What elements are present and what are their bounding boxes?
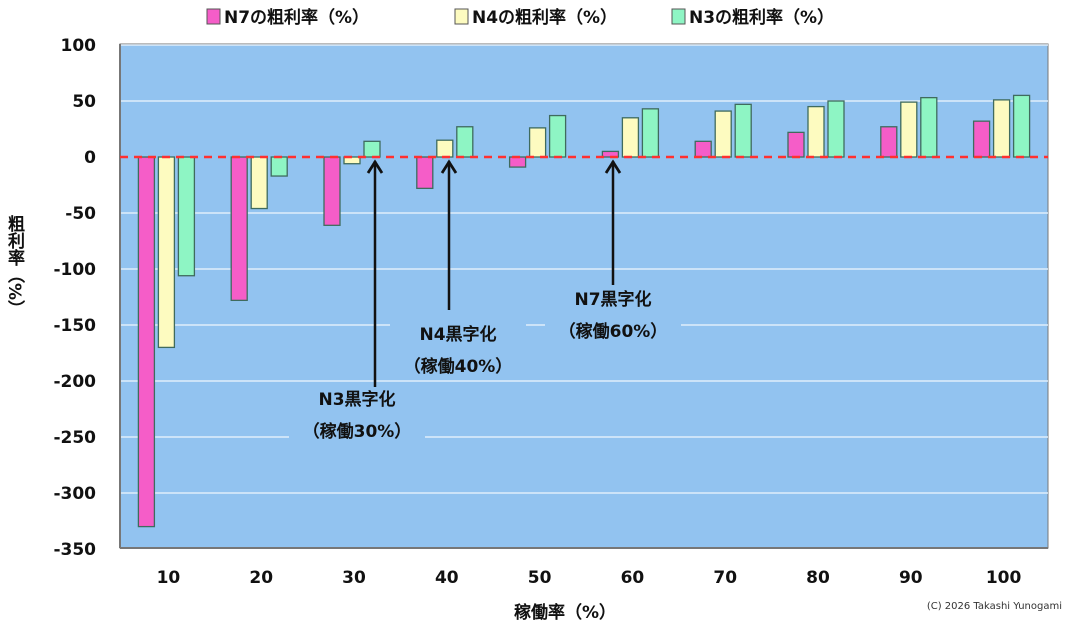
bar-n3-70 — [734, 103, 752, 158]
legend-label: N4の粗利率（%） — [472, 7, 617, 28]
x-tick-label: 30 — [342, 568, 366, 588]
annotation-line2: （稼働30%） — [303, 421, 412, 442]
x-tick-label: 100 — [986, 568, 1022, 588]
bar-n3-50 — [548, 114, 567, 158]
annotation-bg — [289, 387, 425, 445]
y-tick-label: -200 — [53, 372, 96, 392]
x-tick-label: 20 — [249, 568, 273, 588]
x-tick-label: 90 — [899, 568, 923, 588]
arrowhead-icon — [440, 159, 458, 174]
bar-n7-50 — [508, 156, 527, 168]
bar-n3-90 — [920, 96, 938, 158]
y-tick-label: -50 — [65, 204, 96, 224]
annotation-bg — [390, 322, 526, 380]
legend-swatch — [671, 8, 686, 25]
bar-n4-100 — [992, 99, 1011, 158]
bar-n7-100 — [972, 120, 991, 158]
y-axis-label: 粗利率（%） — [4, 214, 25, 317]
bar-n3-10 — [177, 156, 196, 277]
x-tick-label: 50 — [528, 568, 552, 588]
legend-label: N7の粗利率（%） — [224, 7, 369, 28]
bar-n4-80 — [807, 105, 825, 158]
bar-n3-100 — [1012, 94, 1031, 158]
bar-n3-60 — [641, 108, 660, 158]
x-tick-label: 60 — [621, 568, 645, 588]
x-axis-label: 稼働率（%） — [514, 602, 616, 623]
bar-n3-40 — [456, 126, 474, 158]
bar-n7-10 — [137, 156, 156, 528]
x-tick-label: 10 — [157, 568, 181, 588]
bar-n3-80 — [827, 100, 845, 158]
bar-n7-90 — [880, 126, 898, 158]
bar-n7-80 — [787, 131, 805, 158]
legend-swatch — [454, 8, 469, 25]
x-tick-label: 40 — [435, 568, 459, 588]
bar-n4-40 — [436, 139, 454, 158]
legend-swatch — [206, 8, 221, 25]
annotation-bg — [545, 287, 681, 345]
legend-label: N3の粗利率（%） — [689, 7, 834, 28]
y-tick-label: 50 — [72, 92, 96, 112]
copyright: (C) 2026 Takashi Yunogami — [927, 601, 1062, 612]
y-tick-label: 0 — [84, 148, 96, 168]
y-tick-label: -100 — [53, 260, 96, 280]
bar-n7-70 — [694, 140, 712, 158]
arrowhead-icon — [366, 159, 384, 174]
bar-n4-20 — [250, 156, 268, 210]
y-tick-label: -250 — [53, 428, 96, 448]
bar-n3-30 — [363, 140, 381, 158]
y-tick-label: -350 — [53, 540, 96, 560]
arrowhead-icon — [604, 159, 622, 174]
bar-n4-60 — [621, 117, 640, 158]
bar-n4-10 — [157, 156, 176, 349]
bar-n3-20 — [270, 156, 288, 177]
annotation-line2: （稼働40%） — [404, 356, 513, 377]
y-tick-label: 100 — [61, 36, 97, 56]
annotation-line1: N3黒字化 — [318, 389, 395, 410]
bar-n4-50 — [528, 127, 547, 158]
annotation-line2: （稼働60%） — [559, 321, 668, 342]
bar-n4-90 — [900, 101, 918, 158]
bar-n7-20 — [230, 156, 248, 302]
bar-n7-40 — [416, 156, 434, 190]
annotation-line1: N7黒字化 — [574, 289, 651, 310]
x-tick-label: 80 — [806, 568, 830, 588]
y-tick-label: -150 — [53, 316, 96, 336]
annotation-line1: N4黒字化 — [419, 324, 496, 345]
y-tick-label: -300 — [53, 484, 96, 504]
bar-n4-70 — [714, 110, 732, 158]
x-tick-label: 70 — [713, 568, 737, 588]
bar-n7-30 — [323, 156, 341, 226]
